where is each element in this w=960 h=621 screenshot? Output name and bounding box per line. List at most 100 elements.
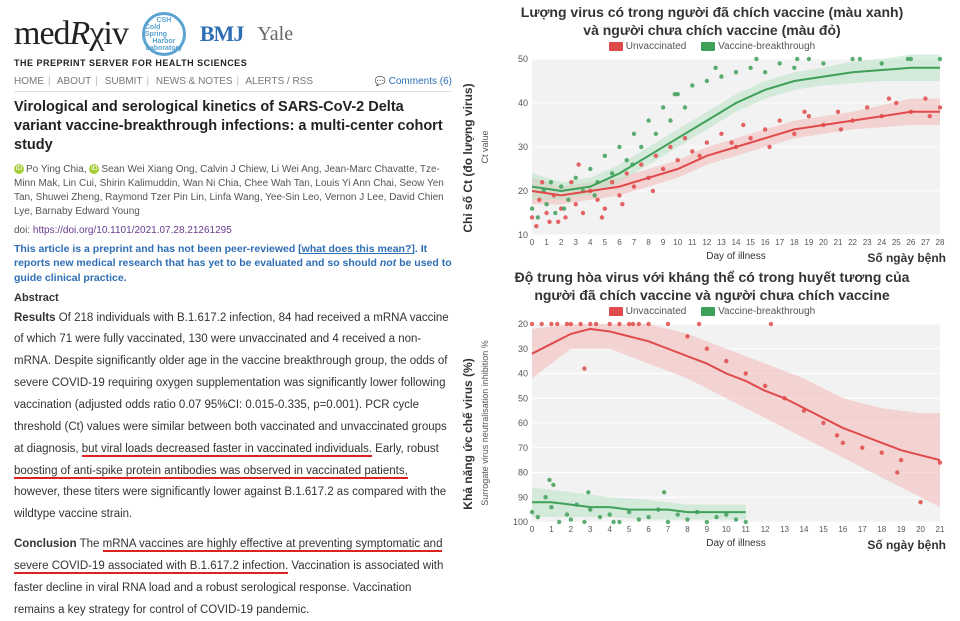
chart1-yaxis-label: Chỉ số Ct (đo lượng virus) <box>461 83 475 232</box>
svg-text:3: 3 <box>588 525 593 534</box>
nav-submit[interactable]: SUBMIT <box>105 76 143 87</box>
svg-text:17: 17 <box>775 238 784 247</box>
svg-text:27: 27 <box>921 238 930 247</box>
doi-link[interactable]: https://doi.org/10.1101/2021.07.28.21261… <box>33 225 232 236</box>
svg-text:10: 10 <box>518 230 528 240</box>
bmj-logo: BMJ <box>200 21 243 47</box>
author-list: iDPo Ying Chia, iDSean Wei Xiang Ong, Ca… <box>14 163 452 219</box>
svg-text:1: 1 <box>549 525 554 534</box>
chart2-wrap: Khả năng ức chế virus (%) 20304050607080… <box>470 318 954 550</box>
svg-text:18: 18 <box>790 238 799 247</box>
svg-text:24: 24 <box>877 238 886 247</box>
svg-text:10: 10 <box>722 525 731 534</box>
csh-logo: CSHCold SpringHarborLaboratory <box>142 12 186 56</box>
notice-link[interactable]: what does this mean? <box>302 243 412 255</box>
svg-text:13: 13 <box>780 525 789 534</box>
svg-text:1: 1 <box>544 238 549 247</box>
svg-text:9: 9 <box>661 238 666 247</box>
chart2-xaxis-overlay: Số ngày bệnh <box>867 538 946 552</box>
svg-text:12: 12 <box>761 525 770 534</box>
svg-text:2: 2 <box>559 238 564 247</box>
svg-text:4: 4 <box>607 525 612 534</box>
svg-text:100: 100 <box>513 517 528 527</box>
conclusion-paragraph: Conclusion The mRNA vaccines are highly … <box>14 534 452 621</box>
results-paragraph: Results Of 218 individuals with B.1.617.… <box>14 308 452 526</box>
svg-text:23: 23 <box>863 238 872 247</box>
svg-text:16: 16 <box>838 525 847 534</box>
chart2-yaxis-label: Khả năng ức chế virus (%) <box>461 358 475 509</box>
svg-text:Surrogate virus neutralisation: Surrogate virus neutralisation inhibitio… <box>480 340 490 506</box>
svg-text:30: 30 <box>518 142 528 152</box>
svg-text:20: 20 <box>518 319 528 329</box>
chart2-title: Độ trung hòa virus với kháng thể có tron… <box>470 269 954 304</box>
chart2-legend: Unvaccinated Vaccine-breakthrough <box>470 306 954 317</box>
svg-text:21: 21 <box>936 525 945 534</box>
svg-text:6: 6 <box>617 238 622 247</box>
svg-text:80: 80 <box>518 468 528 478</box>
svg-text:40: 40 <box>518 369 528 379</box>
svg-text:6: 6 <box>646 525 651 534</box>
article-pane: medRχiv CSHCold SpringHarborLaboratory B… <box>0 0 466 571</box>
svg-text:40: 40 <box>518 98 528 108</box>
logo-row: medRχiv CSHCold SpringHarborLaboratory B… <box>14 12 452 56</box>
yale-logo: Yale <box>257 23 293 46</box>
charts-pane: Lượng virus có trong người đã chích vacc… <box>466 0 960 571</box>
svg-text:20: 20 <box>819 238 828 247</box>
svg-text:16: 16 <box>761 238 770 247</box>
svg-text:13: 13 <box>717 238 726 247</box>
svg-text:70: 70 <box>518 443 528 453</box>
svg-text:14: 14 <box>732 238 741 247</box>
svg-text:11: 11 <box>742 525 751 534</box>
chart1-block: Lượng virus có trong người đã chích vacc… <box>470 4 954 263</box>
chart1-legend: Unvaccinated Vaccine-breakthrough <box>470 41 954 52</box>
chart1-title: Lượng virus có trong người đã chích vacc… <box>470 4 954 39</box>
svg-text:8: 8 <box>685 525 690 534</box>
svg-text:Day of illness: Day of illness <box>706 251 765 262</box>
svg-text:19: 19 <box>804 238 813 247</box>
svg-text:90: 90 <box>518 492 528 502</box>
nav-alerts[interactable]: ALERTS / RSS <box>245 76 313 87</box>
svg-text:5: 5 <box>603 238 608 247</box>
svg-text:17: 17 <box>858 525 867 534</box>
svg-text:15: 15 <box>746 238 755 247</box>
svg-text:4: 4 <box>588 238 593 247</box>
nav-news[interactable]: NEWS & NOTES <box>156 76 233 87</box>
svg-text:19: 19 <box>897 525 906 534</box>
nav-home[interactable]: HOME <box>14 76 44 87</box>
orcid-icon: iD <box>89 164 99 174</box>
svg-text:7: 7 <box>666 525 671 534</box>
orcid-icon: iD <box>14 164 24 174</box>
svg-text:21: 21 <box>834 238 843 247</box>
svg-text:11: 11 <box>688 238 697 247</box>
svg-text:15: 15 <box>819 525 828 534</box>
nav-about[interactable]: ABOUT <box>57 76 91 87</box>
chart1-svg: 1020304050012345678910111213141516171819… <box>470 53 950 263</box>
svg-text:30: 30 <box>518 344 528 354</box>
svg-text:8: 8 <box>646 238 651 247</box>
doi-line: doi: https://doi.org/10.1101/2021.07.28.… <box>14 225 452 236</box>
svg-text:Day of illness: Day of illness <box>706 538 765 549</box>
abstract-heading: Abstract <box>14 292 452 304</box>
svg-text:60: 60 <box>518 418 528 428</box>
svg-text:28: 28 <box>936 238 945 247</box>
brand-logo: medRχiv <box>14 15 128 53</box>
svg-text:12: 12 <box>702 238 711 247</box>
svg-text:5: 5 <box>627 525 632 534</box>
svg-text:0: 0 <box>530 525 535 534</box>
article-title: Virological and serological kinetics of … <box>14 98 452 155</box>
tagline: THE PREPRINT SERVER FOR HEALTH SCIENCES <box>14 58 452 68</box>
svg-text:50: 50 <box>518 393 528 403</box>
svg-text:20: 20 <box>916 525 925 534</box>
chart2-svg: 2030405060708090100012345678910111213141… <box>470 318 950 550</box>
svg-text:25: 25 <box>892 238 901 247</box>
comments-link[interactable]: Comments (6) <box>375 76 452 87</box>
svg-text:0: 0 <box>530 238 535 247</box>
preprint-notice: This article is a preprint and has not b… <box>14 242 452 286</box>
chart1-xaxis-overlay: Số ngày bệnh <box>867 251 946 265</box>
svg-text:Ct value: Ct value <box>480 130 490 163</box>
svg-text:7: 7 <box>632 238 637 247</box>
svg-text:22: 22 <box>848 238 857 247</box>
svg-text:14: 14 <box>800 525 809 534</box>
chart2-block: Độ trung hòa virus với kháng thể có tron… <box>470 269 954 550</box>
svg-text:3: 3 <box>573 238 578 247</box>
